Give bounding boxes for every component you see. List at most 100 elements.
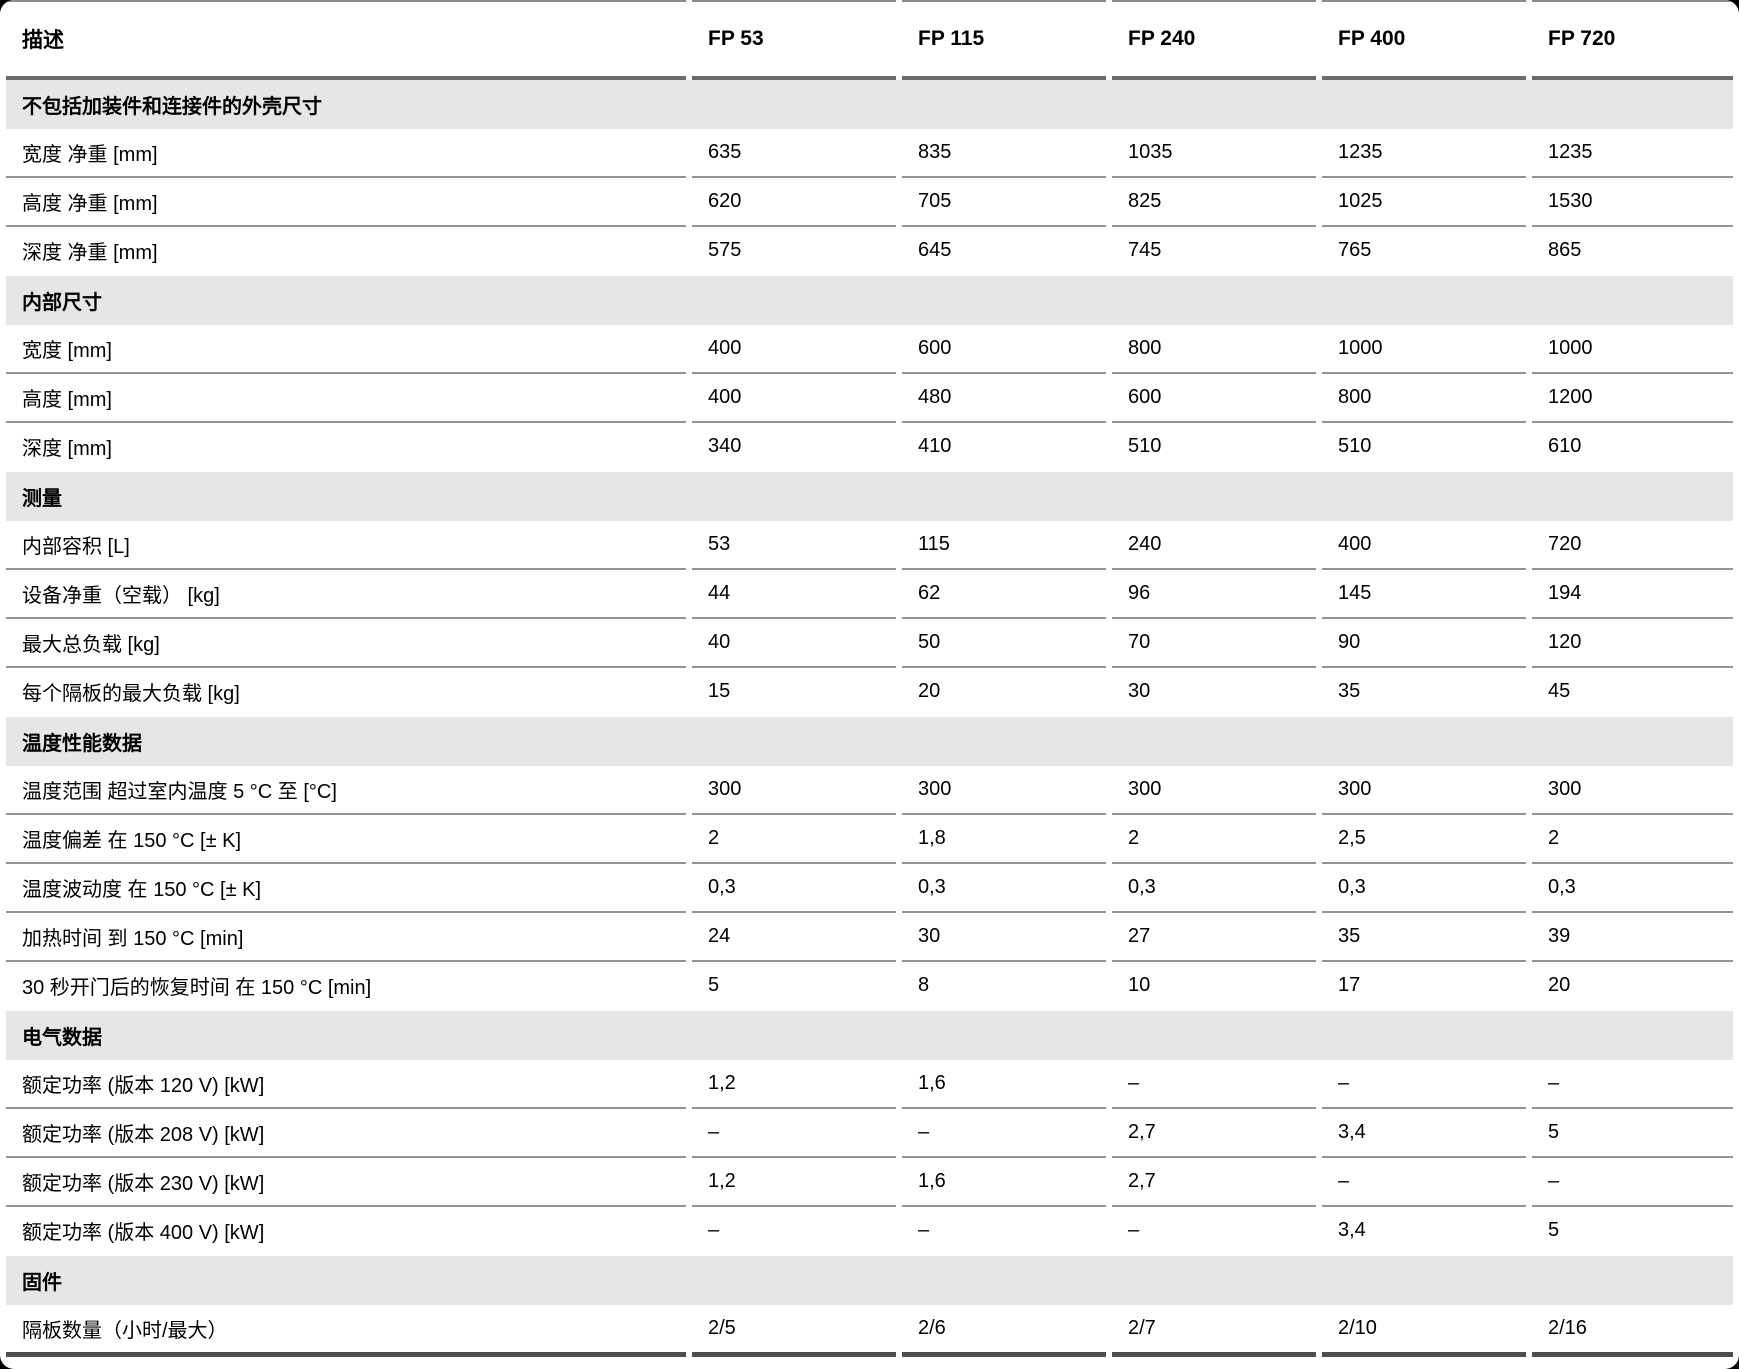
spec-table-body: 不包括加装件和连接件的外壳尺寸 宽度 净重 [mm] 635 835 1035 1235 1…: [6, 80, 1733, 1357]
cell-value: 400: [692, 325, 896, 374]
table-row: 宽度 [mm] 400 600 800 1000 1000: [6, 325, 1733, 374]
cell-value: 300: [1322, 766, 1526, 815]
cell-value: –: [708, 1219, 720, 1241]
section-title: 电气数据: [6, 1011, 1733, 1060]
cell-value: 1,2: [692, 1158, 896, 1207]
cell-value: 575: [708, 239, 742, 261]
section-row: 温度性能数据: [6, 717, 1733, 766]
cell-value: 645: [918, 239, 952, 261]
cell-value: 27: [1112, 913, 1316, 962]
cell-value: 1,6: [902, 1158, 1106, 1207]
cell-value: 480: [902, 374, 1106, 423]
cell-value: 600: [902, 325, 1106, 374]
row-label: 最大总负载 [kg]: [6, 619, 686, 668]
row-label: 额定功率 (版本 400 V) [kW]: [22, 1222, 265, 1244]
row-label: 隔板数量（小时/最大）: [6, 1305, 686, 1357]
table-row: 最大总负载 [kg] 40 50 70 90 120: [6, 619, 1733, 668]
cell-value: 300: [692, 766, 896, 815]
cell-value: –: [1128, 1219, 1140, 1241]
cell-value: 2/7: [1112, 1305, 1316, 1357]
section-title: 内部尺寸: [6, 276, 1733, 325]
col-header-model-fp240: FP 240: [1112, 0, 1316, 80]
cell-value: 240: [1112, 521, 1316, 570]
cell-value: 1,8: [902, 815, 1106, 864]
cell-value: 1025: [1322, 178, 1526, 227]
cell-value: 8: [918, 974, 930, 996]
cell-value: 510: [1338, 435, 1372, 457]
cell-value: 10: [1128, 974, 1151, 996]
cell-value: 620: [692, 178, 896, 227]
table-row: 加热时间 到 150 °C [min] 24 30 27 35 39: [6, 913, 1733, 962]
row-label: 温度偏差 在 150 °C [± K]: [6, 815, 686, 864]
cell-value: 2,5: [1322, 815, 1526, 864]
cell-value: 300: [902, 766, 1106, 815]
cell-value: 45: [1548, 680, 1571, 702]
cell-value: –: [1322, 1158, 1526, 1207]
section-row: 测量: [6, 472, 1733, 521]
cell-value: 17: [1338, 974, 1361, 996]
cell-value: 35: [1338, 680, 1361, 702]
cell-value: 194: [1532, 570, 1733, 619]
cell-value: 62: [902, 570, 1106, 619]
table-row: 额定功率 (版本 230 V) [kW] 1,2 1,6 2,7– –: [6, 1158, 1733, 1207]
cell-value: 53: [692, 521, 896, 570]
table-row: 深度 [mm] 340 410 510 510 610: [6, 423, 1733, 472]
cell-value: 44: [692, 570, 896, 619]
cell-value: 835: [902, 129, 1106, 178]
cell-value: 90: [1322, 619, 1526, 668]
row-label: 深度 [mm]: [22, 438, 112, 460]
col-header-model-fp53: FP 53: [692, 0, 896, 80]
cell-value: 0,3: [1322, 864, 1526, 913]
row-label: 温度波动度 在 150 °C [± K]: [6, 864, 686, 913]
cell-value: 0,3: [1112, 864, 1316, 913]
cell-value: 2: [1532, 815, 1733, 864]
section-row: 固件: [6, 1256, 1733, 1305]
cell-value: 705: [902, 178, 1106, 227]
table-row: 每个隔板的最大负载 [kg] 15 20 30 35 45: [6, 668, 1733, 717]
cell-value: 1035: [1112, 129, 1316, 178]
row-label: 额定功率 (版本 208 V) [kW]: [6, 1109, 686, 1158]
cell-value: 1235: [1322, 129, 1526, 178]
cell-value: 635: [692, 129, 896, 178]
row-label: 设备净重（空载） [kg]: [6, 570, 686, 619]
cell-value: 400: [1322, 521, 1526, 570]
table-row: 额定功率 (版本 208 V) [kW] – –2,7 3,4 5: [6, 1109, 1733, 1158]
cell-value: 2/6: [902, 1305, 1106, 1357]
cell-value: –: [1532, 1060, 1733, 1109]
cell-value: 30: [902, 913, 1106, 962]
cell-value: 610: [1548, 435, 1582, 457]
cell-value: 3,4: [1322, 1109, 1526, 1158]
cell-value: 2,7: [1112, 1158, 1316, 1207]
col-header-model-fp115: FP 115: [902, 0, 1106, 80]
row-label: 30 秒开门后的恢复时间 在 150 °C [min]: [22, 977, 372, 999]
section-row: 内部尺寸: [6, 276, 1733, 325]
cell-value: 2/5: [692, 1305, 896, 1357]
cell-value: –: [918, 1219, 930, 1241]
row-label: 深度 净重 [mm]: [22, 242, 158, 264]
cell-value: 765: [1338, 239, 1372, 261]
cell-value: 5: [1532, 1109, 1733, 1158]
table-row: 温度波动度 在 150 °C [± K] 0,3 0,3 0,3 0,3 0,3: [6, 864, 1733, 913]
cell-value: 745: [1128, 239, 1162, 261]
cell-value: 2: [1112, 815, 1316, 864]
cell-value: 20: [1548, 974, 1571, 996]
section-title: 温度性能数据: [6, 717, 1733, 766]
cell-value: 15: [708, 680, 731, 702]
cell-value: 300: [1112, 766, 1316, 815]
cell-value: 300: [1532, 766, 1733, 815]
cell-value: 340: [708, 435, 742, 457]
cell-value: 2/16: [1532, 1305, 1733, 1357]
table-row: 温度偏差 在 150 °C [± K] 2 1,8 2 2,5 2: [6, 815, 1733, 864]
table-row: 隔板数量（小时/最大） 2/5 2/6 2/7 2/10 2/16: [6, 1305, 1733, 1357]
cell-value: 30: [1128, 680, 1151, 702]
section-title: 测量: [6, 472, 1733, 521]
row-label: 内部容积 [L]: [6, 521, 686, 570]
cell-value: 510: [1128, 435, 1162, 457]
row-label: 额定功率 (版本 120 V) [kW]: [6, 1060, 686, 1109]
table-row: 额定功率 (版本 120 V) [kW] 1,2 1,6– – –: [6, 1060, 1733, 1109]
cell-value: 400: [692, 374, 896, 423]
section-title: 不包括加装件和连接件的外壳尺寸: [6, 80, 1733, 129]
cell-value: 5: [1548, 1219, 1560, 1241]
cell-value: 2/10: [1322, 1305, 1526, 1357]
